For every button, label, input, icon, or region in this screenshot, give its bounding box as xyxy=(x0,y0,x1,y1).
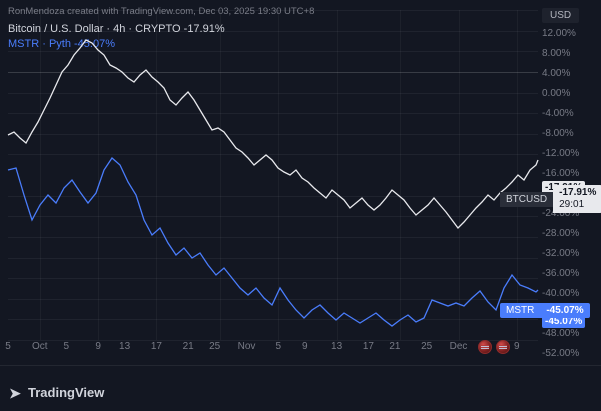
y-tick-neg52: -52.00% xyxy=(542,348,579,359)
x-tick-11: 13 xyxy=(331,341,342,352)
y-tick-neg4: -4.00% xyxy=(542,108,574,119)
end-badge-mstr[interactable]: MSTR -45.07% xyxy=(500,303,590,318)
y-tick-neg36: -36.00% xyxy=(542,268,579,279)
x-tick-2: 5 xyxy=(64,341,70,352)
mstr-price-line xyxy=(8,158,538,326)
y-axis-unit-label: USD xyxy=(542,8,579,23)
x-tick-12: 17 xyxy=(363,341,374,352)
tradingview-chart-root: RonMendoza created with TradingView.com,… xyxy=(0,0,601,411)
x-tick-7: 25 xyxy=(209,341,220,352)
end-badge-btc-symbol: BTCUSD xyxy=(500,192,553,207)
x-tick-0: 5 xyxy=(5,341,11,352)
y-tick-neg16: -16.00% xyxy=(542,168,579,179)
btc-price-line xyxy=(8,40,538,228)
y-tick-neg48: -48.00% xyxy=(542,328,579,339)
y-tick-0: 0.00% xyxy=(542,88,570,99)
y-tick-neg32: -32.00% xyxy=(542,248,579,259)
x-tick-4: 13 xyxy=(119,341,130,352)
x-tick-13: 21 xyxy=(389,341,400,352)
chart-x-axis[interactable]: 5 Oct 5 9 13 17 21 25 Nov 5 9 13 17 21 2… xyxy=(8,341,538,357)
x-tick-3: 9 xyxy=(95,341,101,352)
chart-lines-svg xyxy=(8,10,538,340)
tradingview-footer[interactable]: ➤ TradingView xyxy=(8,385,104,400)
end-badge-mstr-value: -45.07% xyxy=(540,303,589,318)
x-tick-10: 9 xyxy=(302,341,308,352)
end-badge-btc-value: -17.91% 29:01 xyxy=(553,185,601,213)
x-tick-17: 9 xyxy=(514,341,520,352)
x-tick-5: 17 xyxy=(151,341,162,352)
x-tick-14: 25 xyxy=(421,341,432,352)
y-tick-8: 8.00% xyxy=(542,48,570,59)
y-tick-4: 4.00% xyxy=(542,68,570,79)
chart-plot-area[interactable] xyxy=(8,10,538,340)
tradingview-footer-label: TradingView xyxy=(28,385,104,400)
end-badge-btc[interactable]: BTCUSD -17.91% 29:01 xyxy=(500,185,601,213)
y-tick-12: 12.00% xyxy=(542,28,576,39)
chart-event-flags[interactable] xyxy=(478,340,510,354)
x-tick-8: Nov xyxy=(238,341,256,352)
y-tick-neg8: -8.00% xyxy=(542,128,574,139)
x-tick-1: Oct xyxy=(32,341,48,352)
y-tick-neg12: -12.00% xyxy=(542,148,579,159)
event-flag-icon-1[interactable] xyxy=(478,340,492,354)
tradingview-logo-icon: ➤ xyxy=(8,386,22,400)
footer-divider xyxy=(0,365,601,366)
y-tick-neg40: -40.00% xyxy=(542,288,579,299)
x-tick-9: 5 xyxy=(276,341,282,352)
event-flag-icon-2[interactable] xyxy=(496,340,510,354)
x-tick-6: 21 xyxy=(183,341,194,352)
end-badge-mstr-symbol: MSTR xyxy=(500,303,540,318)
y-tick-neg28: -28.00% xyxy=(542,228,579,239)
x-tick-15: Dec xyxy=(450,341,468,352)
